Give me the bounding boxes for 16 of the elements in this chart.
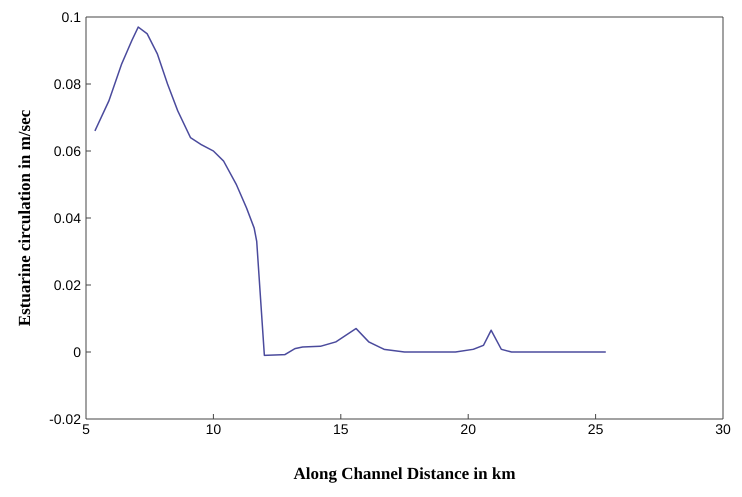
y-tick-label: 0.06: [54, 142, 82, 159]
x-tick-label: 10: [206, 420, 222, 437]
line-series: [94, 26, 607, 356]
y-tick-label: 0.04: [54, 210, 82, 226]
x-axis-title: Along Channel Distance in km: [294, 464, 516, 484]
y-tick-label: 0.1: [62, 8, 82, 25]
x-tick-label: 25: [588, 420, 604, 437]
y-tick-label: 0.02: [54, 276, 82, 293]
y-tick-label: 0: [73, 344, 82, 360]
y-tick-label: -0.02: [49, 410, 82, 427]
y-axis-title: Estuarine circulation in m/sec: [14, 109, 34, 326]
x-tick-label: 15: [333, 420, 349, 437]
x-tick-label: 20: [460, 420, 476, 437]
x-tick-label: 5: [82, 420, 90, 437]
y-tick-label: 0.08: [54, 76, 82, 92]
x-tick-label: 30: [715, 420, 731, 437]
